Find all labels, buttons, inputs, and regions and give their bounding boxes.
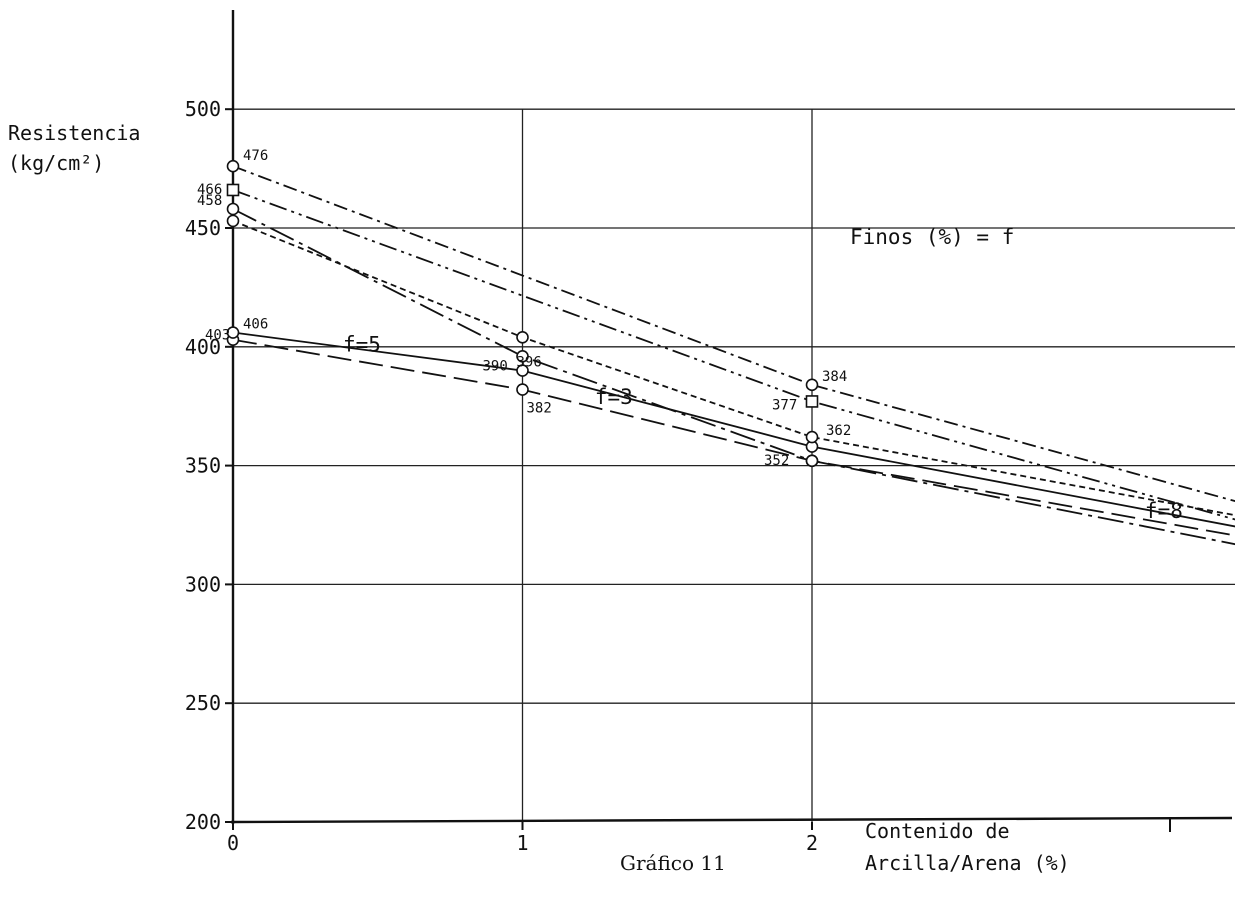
series-5-point-1 — [805, 395, 819, 408]
x-axis-title-line2: Arcilla/Arena (%) — [865, 851, 1070, 875]
data-label-s0-p1: 382 — [527, 401, 552, 417]
series-4-point-0 — [226, 159, 240, 173]
y-tick-label-6: 500 — [185, 97, 221, 121]
series-3-point-2 — [805, 430, 819, 444]
series-line-4 — [232, 165, 1235, 503]
series-line-3 — [232, 220, 1235, 517]
tick-labels: 20025030035040045050001246 — [185, 97, 818, 855]
data-label-s1-p0: 406 — [243, 317, 268, 333]
series-0-point-1 — [516, 383, 529, 396]
series-3-point-1 — [516, 330, 529, 344]
y-axis-title-line1: Resistencia — [8, 121, 140, 145]
data-label-s0-p2: 352 — [764, 453, 789, 469]
y-tick-label-4: 400 — [185, 335, 221, 359]
x-tick-label-0: 0 — [227, 831, 239, 855]
x-axis-line — [230, 816, 1233, 824]
series-5-point-0 — [226, 183, 240, 197]
y-axis-title-line2: (kg/cm²) — [8, 151, 104, 175]
x-tick-label-2: 2 — [806, 831, 818, 855]
series-name-2: f=8 — [1145, 499, 1183, 523]
y-tick-label-0: 200 — [185, 810, 221, 834]
y-tick-label-5: 450 — [185, 216, 221, 240]
series-3-point-0 — [226, 214, 240, 228]
series-line-2 — [232, 208, 1235, 546]
y-tick-label-1: 250 — [185, 691, 221, 715]
annotation-finos: Finos (%) = f — [850, 225, 1014, 249]
series-4-point-1 — [805, 378, 819, 392]
data-label-s5-p0: 466 — [197, 182, 222, 198]
x-axis-title-line1: Contenido de — [865, 819, 1010, 843]
x-tick-label-1: 1 — [516, 831, 528, 855]
data-labels: 4033823523094063903124583963043623172994… — [197, 148, 1183, 523]
series-line-1 — [232, 331, 1235, 528]
data-label-s2-p0: 458 — [197, 193, 222, 209]
series-2-point-0 — [226, 202, 240, 216]
series-line-0 — [232, 338, 1235, 537]
series-1-point-0 — [226, 326, 240, 339]
series-name-0: f=3 — [595, 385, 633, 409]
y-tick-label-3: 350 — [185, 454, 221, 478]
series-name-1: f=5 — [343, 333, 381, 357]
data-label-s3-p2: 362 — [826, 423, 851, 439]
series-2-point-1 — [516, 350, 529, 363]
grid — [233, 108, 1235, 822]
y-tick-label-2: 300 — [185, 572, 221, 596]
data-label-s1-p1: 390 — [483, 359, 508, 375]
series-2-point-2 — [805, 454, 819, 468]
chart-caption: Gráfico 11 — [620, 851, 726, 875]
data-label-s2-p1: 396 — [517, 354, 542, 370]
data-label-s4-p1: 384 — [822, 369, 847, 385]
data-label-s5-p1: 377 — [772, 397, 797, 413]
series-1-point-1 — [516, 364, 529, 377]
axes — [225, 10, 1233, 832]
data-label-s0-p0: 403 — [205, 328, 230, 344]
data-label-s4-p0: 476 — [243, 148, 268, 164]
series-group — [226, 159, 1235, 546]
